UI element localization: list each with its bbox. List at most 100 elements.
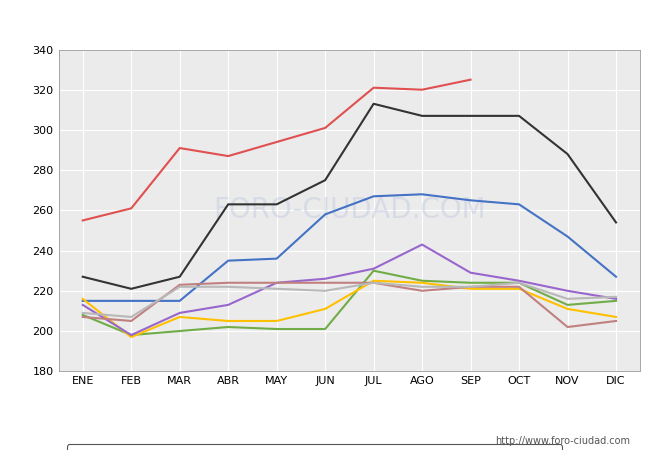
2018 <box>418 288 426 293</box>
2017 <box>370 280 378 285</box>
2018 <box>127 318 135 324</box>
2022 <box>127 298 135 304</box>
2021 <box>467 280 474 285</box>
2019 <box>515 278 523 284</box>
2017 <box>79 310 86 315</box>
2021 <box>418 278 426 284</box>
2018 <box>467 284 474 289</box>
2020 <box>79 296 86 302</box>
Line: 2024: 2024 <box>83 80 471 220</box>
2018 <box>79 314 86 319</box>
2021 <box>515 280 523 285</box>
Line: 2021: 2021 <box>83 271 616 335</box>
2019 <box>273 280 281 285</box>
2020 <box>612 314 620 319</box>
2023 <box>127 286 135 292</box>
Line: 2019: 2019 <box>83 244 616 335</box>
Line: 2023: 2023 <box>83 104 616 289</box>
2018 <box>321 280 329 285</box>
2023 <box>418 113 426 118</box>
2017 <box>515 280 523 285</box>
Text: Afiliados en Frómista a 30/9/2024: Afiliados en Frómista a 30/9/2024 <box>168 9 482 27</box>
2024 <box>370 85 378 90</box>
2022 <box>79 298 86 304</box>
2018 <box>224 280 232 285</box>
2020 <box>370 278 378 284</box>
2017 <box>612 294 620 300</box>
2022 <box>176 298 183 304</box>
2020 <box>564 306 571 311</box>
2019 <box>370 266 378 271</box>
2020 <box>224 318 232 324</box>
2021 <box>321 326 329 332</box>
2020 <box>321 306 329 311</box>
2019 <box>564 288 571 293</box>
2021 <box>273 326 281 332</box>
2019 <box>612 296 620 302</box>
2017 <box>127 314 135 319</box>
Line: 2018: 2018 <box>83 283 616 327</box>
2021 <box>564 302 571 308</box>
2017 <box>564 296 571 302</box>
2023 <box>321 177 329 183</box>
2020 <box>418 280 426 285</box>
2024 <box>176 145 183 151</box>
2021 <box>127 333 135 338</box>
2017 <box>321 288 329 293</box>
2019 <box>224 302 232 308</box>
2019 <box>321 276 329 281</box>
2018 <box>612 318 620 324</box>
Line: 2022: 2022 <box>83 194 616 301</box>
2019 <box>79 302 86 308</box>
2017 <box>467 284 474 289</box>
2023 <box>564 151 571 157</box>
2023 <box>224 202 232 207</box>
2022 <box>564 234 571 239</box>
2024 <box>224 153 232 159</box>
2021 <box>79 312 86 318</box>
2024 <box>273 140 281 145</box>
2020 <box>467 286 474 292</box>
2020 <box>515 286 523 292</box>
2023 <box>612 220 620 225</box>
2020 <box>273 318 281 324</box>
2024 <box>467 77 474 82</box>
2018 <box>370 280 378 285</box>
2024 <box>79 218 86 223</box>
2021 <box>370 268 378 274</box>
2023 <box>273 202 281 207</box>
2018 <box>273 280 281 285</box>
2022 <box>418 192 426 197</box>
2022 <box>467 198 474 203</box>
2024 <box>418 87 426 92</box>
2023 <box>79 274 86 279</box>
2018 <box>176 282 183 288</box>
2022 <box>370 194 378 199</box>
2020 <box>127 334 135 340</box>
2023 <box>370 101 378 107</box>
2019 <box>418 242 426 247</box>
2022 <box>224 258 232 263</box>
2020 <box>176 314 183 319</box>
Legend: 2024, 2023, 2022, 2021, 2020, 2019, 2018, 2017: 2024, 2023, 2022, 2021, 2020, 2019, 2018… <box>67 444 562 450</box>
Line: 2017: 2017 <box>83 283 616 317</box>
2021 <box>224 324 232 330</box>
2023 <box>467 113 474 118</box>
2018 <box>515 284 523 289</box>
2018 <box>564 324 571 330</box>
2022 <box>515 202 523 207</box>
2021 <box>176 328 183 334</box>
2023 <box>176 274 183 279</box>
2017 <box>176 284 183 289</box>
2019 <box>127 333 135 338</box>
2022 <box>612 274 620 279</box>
Line: 2020: 2020 <box>83 281 616 337</box>
2019 <box>176 310 183 315</box>
2021 <box>612 298 620 304</box>
2017 <box>418 284 426 289</box>
2023 <box>515 113 523 118</box>
2019 <box>467 270 474 275</box>
Text: http://www.foro-ciudad.com: http://www.foro-ciudad.com <box>495 436 630 446</box>
Text: FORO-CIUDAD.COM: FORO-CIUDAD.COM <box>213 196 486 225</box>
2017 <box>273 286 281 292</box>
